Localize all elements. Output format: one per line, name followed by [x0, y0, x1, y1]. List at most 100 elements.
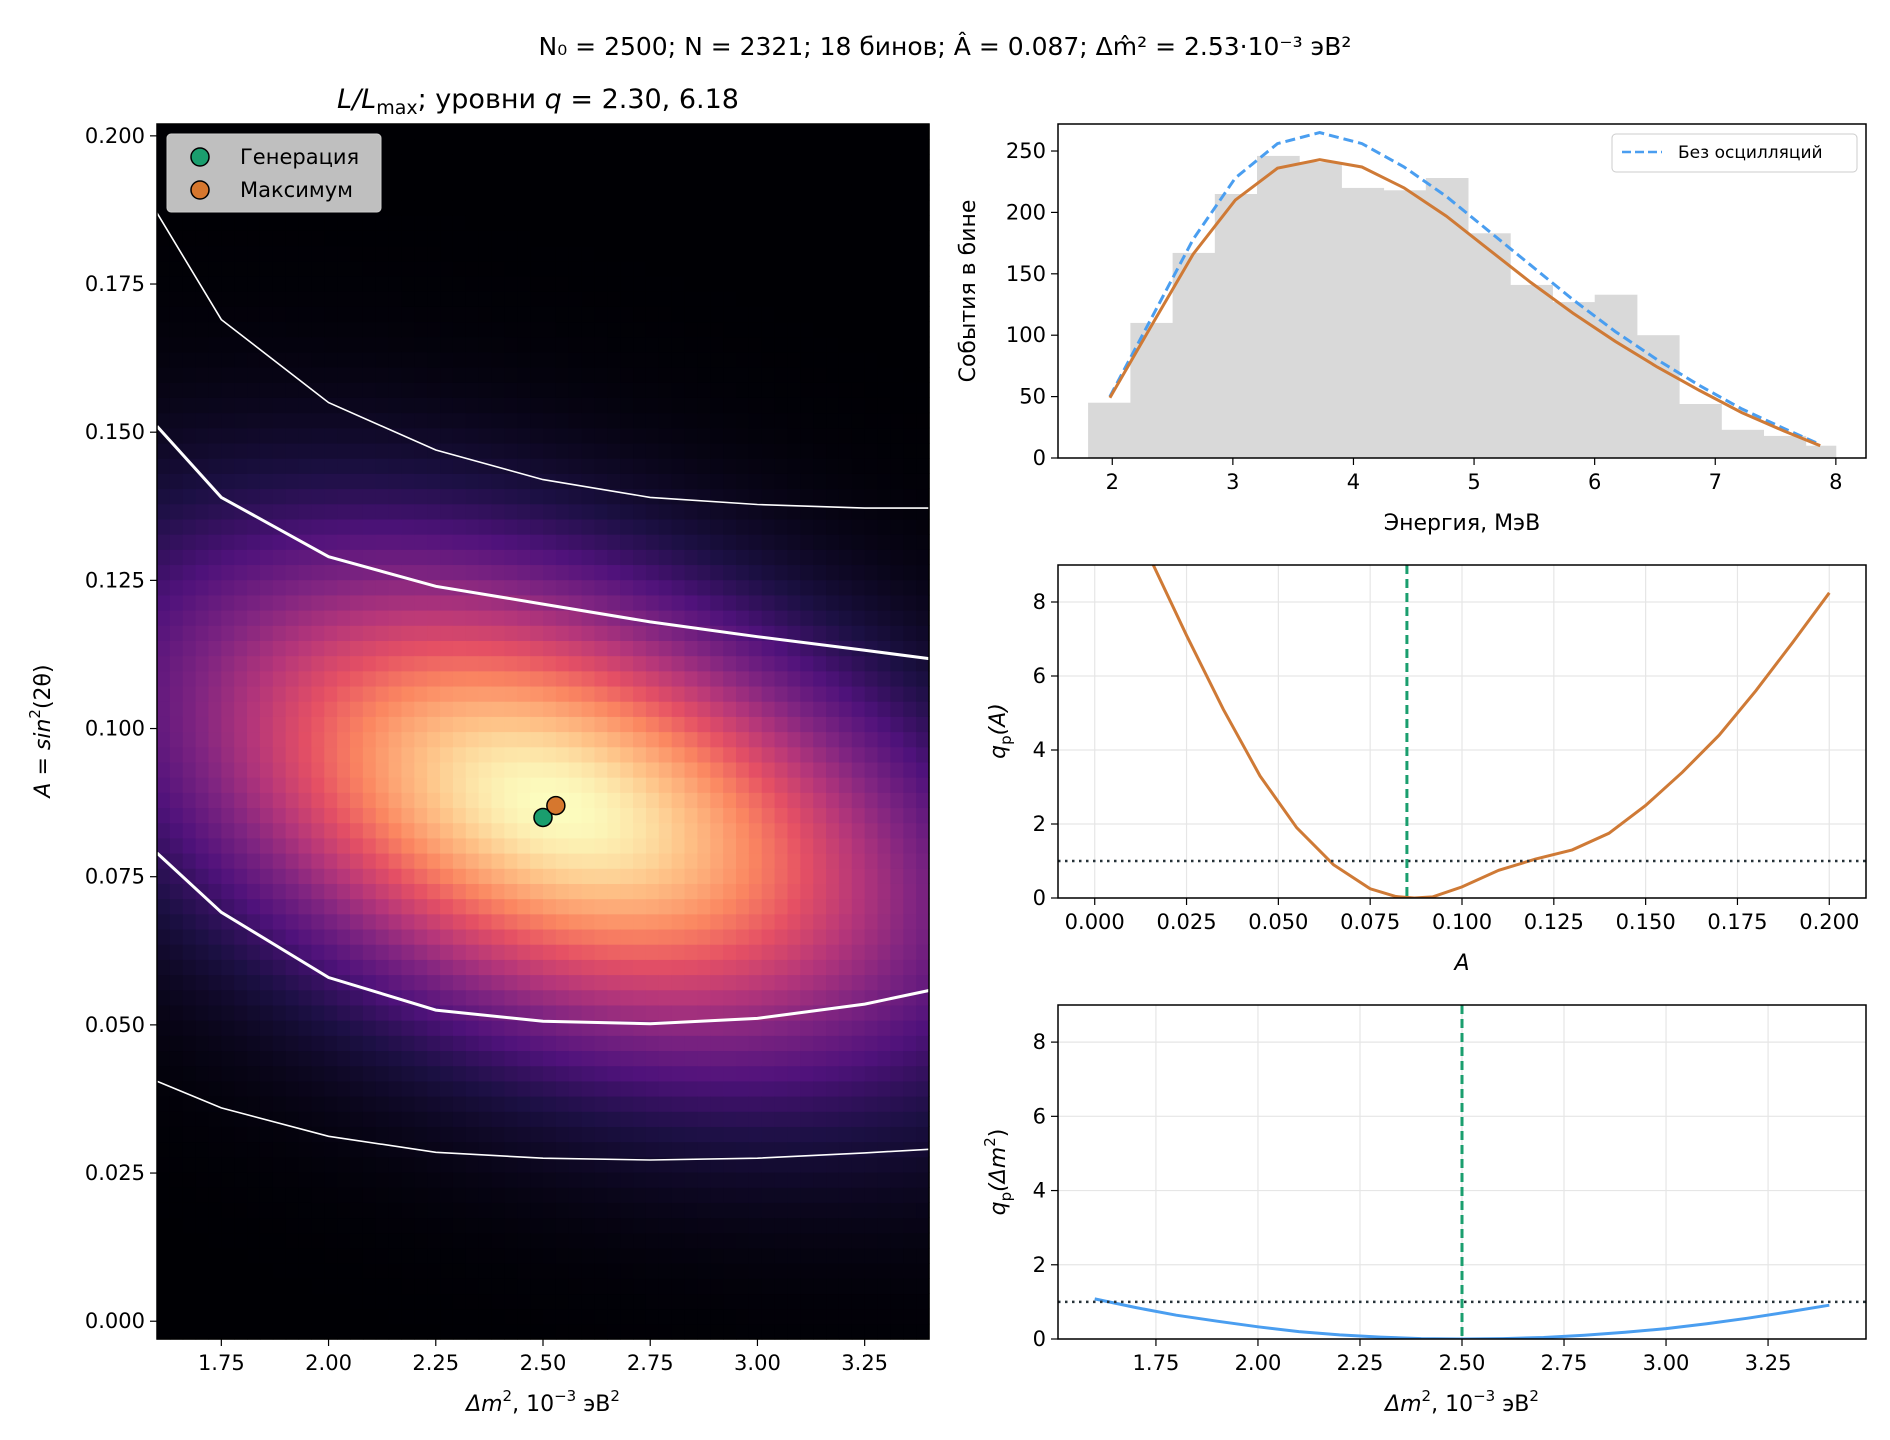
heatmap-cell: [247, 382, 261, 398]
heatmap-cell: [543, 1096, 557, 1112]
heatmap-cell: [877, 944, 891, 960]
heatmap-cell: [234, 351, 248, 368]
heatmap-cell: [607, 625, 621, 641]
heatmap-cell: [787, 275, 801, 292]
heatmap-cell: [851, 777, 866, 793]
heatmap-cell: [774, 579, 789, 596]
heatmap-cell: [362, 1278, 377, 1295]
heatmap-cell: [491, 1156, 505, 1173]
heatmap-cell: [259, 1202, 274, 1219]
heatmap-cell: [774, 898, 789, 915]
heatmap-cell: [761, 458, 776, 474]
heatmap-cell: [195, 1308, 210, 1325]
heatmap-cell: [671, 913, 686, 930]
heatmap-cell: [877, 670, 891, 687]
heatmap-cell: [877, 1247, 891, 1264]
heatmap-cell: [247, 974, 261, 991]
heatmap-cell: [298, 382, 312, 398]
heatmap-cell: [195, 1004, 210, 1021]
heatmap-cell: [234, 260, 248, 277]
heatmap-cell: [581, 1247, 596, 1264]
y-tick-label: 0.175: [85, 272, 145, 296]
heatmap-cell: [169, 1126, 184, 1143]
heatmap-cell: [633, 807, 647, 824]
heatmap-cell: [285, 549, 300, 566]
heatmap-cell: [761, 382, 776, 398]
heatmap-cell: [581, 458, 596, 474]
heatmap-cell: [285, 458, 300, 474]
heatmap-cell: [440, 1141, 454, 1158]
heatmap-cell: [568, 670, 583, 687]
heatmap-cell: [826, 169, 840, 186]
heatmap-cell: [903, 397, 917, 414]
heatmap-cell: [658, 321, 673, 338]
heatmap-cell: [851, 367, 866, 383]
heatmap-cell: [337, 336, 351, 353]
heatmap-cell: [774, 792, 789, 809]
heatmap-cell: [452, 610, 467, 626]
heatmap-cell: [504, 625, 518, 641]
heatmap-cell: [157, 336, 171, 353]
heatmap-cell: [620, 792, 634, 809]
heatmap-cell: [594, 1065, 608, 1082]
heatmap-cell: [748, 594, 763, 611]
heatmap-cell: [543, 685, 557, 702]
heatmap-cell: [645, 701, 660, 717]
heatmap-cell: [504, 898, 518, 915]
heatmap-cell: [555, 291, 570, 307]
heatmap-cell: [813, 716, 827, 733]
heatmap-cell: [671, 1004, 686, 1021]
heatmap-cell: [851, 442, 866, 459]
heatmap-cell: [916, 1111, 930, 1127]
heatmap-cell: [671, 1232, 686, 1249]
heatmap-cell: [684, 215, 698, 231]
heatmap-cell: [350, 792, 364, 809]
heatmap-cell: [169, 746, 184, 763]
heatmap-cell: [594, 1156, 608, 1173]
heatmap-cell: [311, 670, 325, 687]
heatmap-cell: [826, 701, 840, 717]
heatmap-cell: [620, 853, 634, 869]
heatmap-cell: [890, 1065, 904, 1082]
heatmap-cell: [324, 610, 338, 626]
heatmap-cell: [748, 1278, 763, 1295]
heatmap-cell: [658, 822, 673, 839]
heatmap-cell: [697, 260, 711, 277]
heatmap-cell: [517, 321, 531, 338]
heatmap-cell: [568, 594, 583, 611]
heatmap-cell: [838, 989, 853, 1006]
heatmap-cell: [247, 442, 261, 459]
heatmap-cell: [452, 397, 467, 414]
heatmap-cell: [169, 761, 184, 778]
heatmap-cell: [208, 944, 222, 960]
heatmap-cell: [851, 1096, 866, 1112]
heatmap-cell: [221, 853, 235, 869]
heatmap-cell: [633, 1065, 647, 1082]
heatmap-cell: [838, 731, 853, 748]
heatmap-cell: [427, 807, 441, 824]
heatmap-cell: [568, 944, 583, 960]
heatmap-cell: [710, 853, 724, 869]
heatmap-cell: [414, 1187, 428, 1203]
heatmap-cell: [285, 1050, 300, 1067]
heatmap-cell: [362, 1050, 377, 1067]
heatmap-cell: [285, 1278, 300, 1295]
heatmap-cell: [169, 1096, 184, 1112]
heatmap-cell: [504, 124, 518, 140]
heatmap-cell: [568, 473, 583, 490]
heatmap-cell: [736, 564, 750, 581]
heatmap-cell: [234, 1232, 248, 1249]
heatmap-cell: [543, 1187, 557, 1203]
heatmap-cell: [658, 473, 673, 490]
heatmap-cell: [813, 731, 827, 748]
heatmap-cell: [401, 382, 415, 398]
heatmap-cell: [633, 215, 647, 231]
heatmap-cell: [272, 625, 287, 641]
heatmap-cell: [671, 807, 686, 824]
heatmap-cell: [851, 959, 866, 976]
heatmap-cell: [311, 412, 325, 429]
heatmap-cell: [864, 655, 879, 672]
heatmap-cell: [517, 397, 531, 414]
heatmap-cell: [324, 837, 338, 854]
heatmap-cell: [401, 853, 415, 869]
